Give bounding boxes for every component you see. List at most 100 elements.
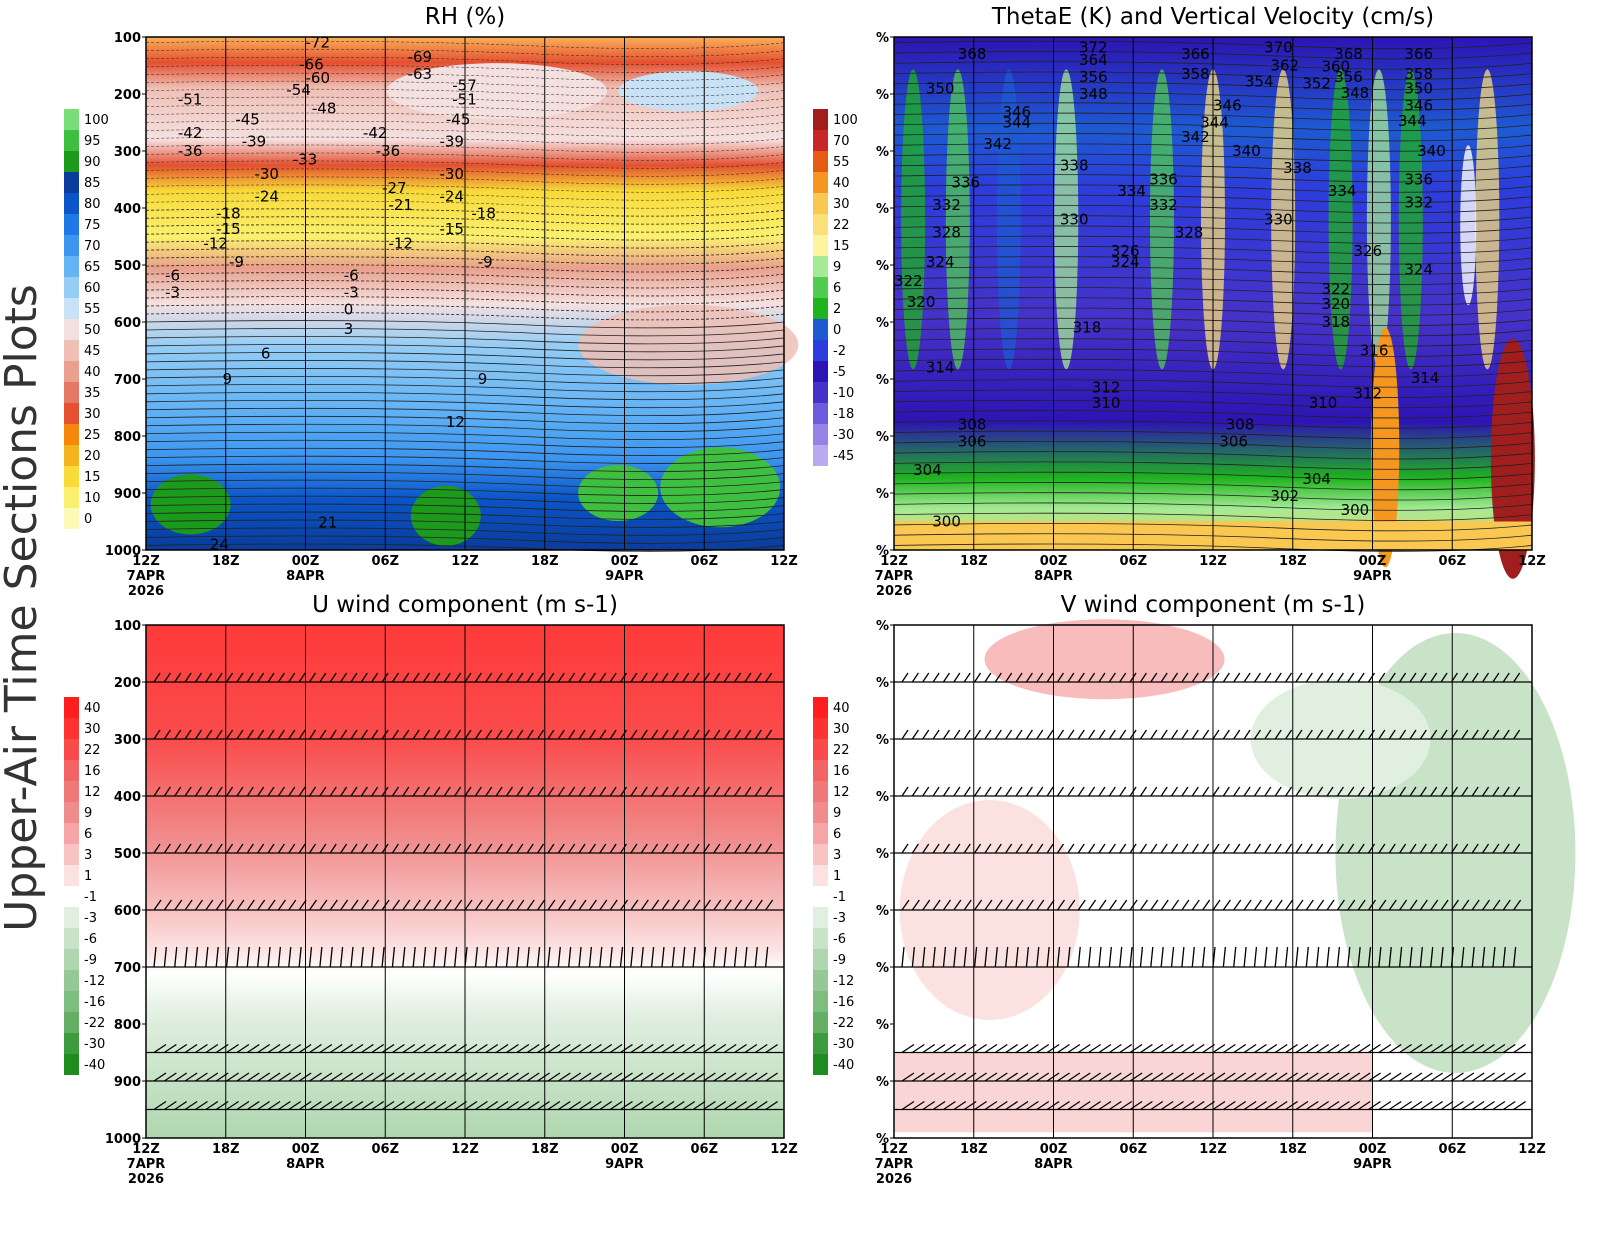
uwind-y-tick-label: 100 (114, 619, 141, 634)
wind-barb (350, 1100, 364, 1111)
colorbar-swatch (64, 823, 79, 844)
colorbar-label: 16 (833, 764, 850, 779)
vwind-x-tick-label: 06Z (1438, 1142, 1466, 1157)
wind-barb (267, 1043, 281, 1054)
wind-barb (630, 1072, 644, 1082)
rh-midlevel-dry (578, 304, 799, 385)
wind-barb (226, 786, 234, 797)
wind-barb (1461, 899, 1470, 911)
wind-barb (1191, 899, 1200, 911)
wind-barb (1253, 786, 1262, 797)
wind-barb (195, 1072, 208, 1082)
wind-barb (744, 729, 752, 740)
wind-barb (578, 1072, 592, 1082)
thetae-y-tick-label: % (876, 145, 889, 160)
wind-barb (1305, 843, 1313, 854)
wind-barb (713, 1100, 727, 1111)
wind-barb (661, 786, 669, 797)
wind-barb (454, 899, 463, 911)
wind-barb (713, 843, 721, 854)
wind-barb (288, 1100, 302, 1111)
rh-contour-label: -30 (439, 165, 464, 183)
colorbar-swatch (64, 109, 79, 130)
wind-barb (547, 1043, 561, 1054)
wind-barb (226, 1100, 239, 1111)
wind-barb (1285, 786, 1293, 797)
wind-barb (319, 946, 323, 968)
wind-barb (692, 1072, 706, 1082)
wind-barb (932, 729, 940, 740)
rh-isoline (145, 296, 785, 305)
wind-barb (1513, 729, 1521, 740)
wind-barb (246, 899, 255, 911)
wind-barb (1212, 786, 1220, 797)
wind-barb (1036, 1100, 1050, 1111)
uwind-x-tick-label: 12Z (451, 1142, 479, 1157)
wind-barb (765, 1072, 778, 1082)
rh-isoline (145, 56, 785, 65)
wind-barb (599, 1100, 613, 1111)
colorbar-label: 9 (84, 806, 92, 821)
wind-barb (360, 843, 368, 854)
wind-barb (1367, 672, 1376, 683)
rh-isoline (145, 96, 785, 105)
rh-contour-label: -45 (446, 111, 471, 129)
wind-barb (526, 843, 534, 854)
wind-barb (994, 1072, 1008, 1082)
wind-barb (1202, 786, 1210, 797)
rh-isoline (145, 423, 785, 433)
wind-barb (984, 672, 992, 683)
wind-barb (671, 843, 679, 854)
wind-barb (1108, 946, 1112, 968)
uwind-x-tick-label: 12Z (770, 1142, 798, 1157)
wind-barb (288, 843, 296, 854)
wind-barb (1088, 1100, 1101, 1111)
wind-barb (754, 946, 758, 968)
wind-barb (1295, 946, 1299, 968)
colorbar-label: 40 (833, 176, 850, 191)
thetae-updraft-1 (1490, 338, 1535, 579)
rh-y-tick-label: 300 (114, 145, 141, 160)
wind-barb (1419, 843, 1427, 854)
wind-barb (1233, 899, 1242, 911)
rh-isoline (145, 248, 785, 257)
thetae-contour-label: 306 (1219, 433, 1248, 451)
wind-barb (516, 1072, 530, 1082)
rh-isoline (145, 360, 785, 369)
rh-contour-label: -72 (306, 34, 331, 52)
wind-barb (1139, 946, 1144, 968)
wind-barb (640, 1072, 654, 1082)
wind-barb (1388, 786, 1396, 797)
colorbar-swatch (813, 928, 828, 949)
wind-barb (277, 672, 285, 683)
wind-barb (1005, 1100, 1019, 1111)
wind-barb (1160, 946, 1164, 968)
wind-barb (174, 786, 182, 797)
colorbar-label: -12 (833, 974, 854, 989)
wind-barb (651, 1100, 664, 1111)
wind-barb (350, 729, 358, 740)
thetae-contour-label: 348 (1079, 85, 1108, 103)
uwind-x-tick-label: 06Z (371, 1142, 399, 1157)
thetae-column-2 (996, 69, 1021, 370)
wind-barb (495, 899, 504, 911)
wind-barb (912, 1072, 925, 1082)
thetae-isoline (893, 430, 1533, 439)
wind-barb (184, 729, 192, 740)
wind-barb (963, 843, 971, 854)
wind-barb (754, 1072, 768, 1082)
wind-barb (1347, 1072, 1361, 1082)
wind-barb (1170, 729, 1179, 740)
wind-barb (1367, 843, 1376, 854)
wind-barb (443, 786, 451, 797)
colorbar-swatch (813, 781, 828, 802)
wind-barb (506, 1043, 519, 1054)
wind-barb (682, 786, 690, 797)
wind-barb (744, 1043, 758, 1054)
wind-barb (1357, 946, 1361, 968)
wind-barb (205, 786, 213, 797)
wind-barb (226, 729, 234, 740)
wind-barb (319, 1072, 333, 1082)
wind-barb (754, 899, 763, 911)
